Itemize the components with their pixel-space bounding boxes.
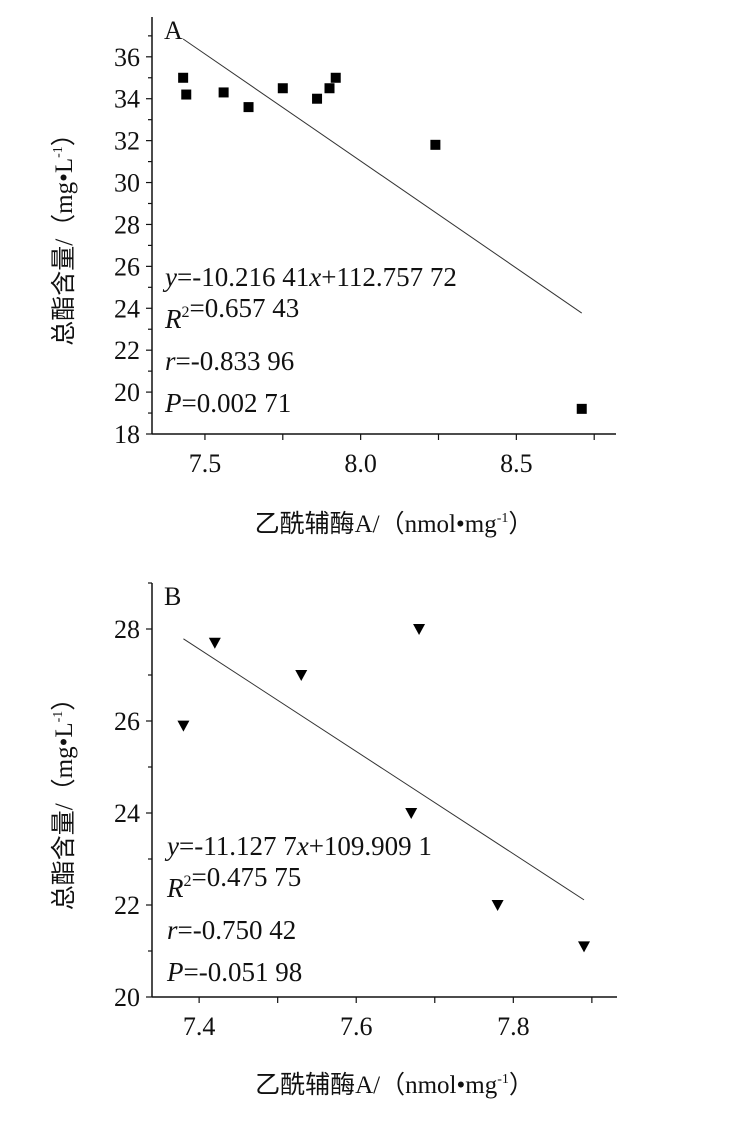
stat-annotation: r=-0.833 96 — [165, 346, 294, 376]
data-point — [243, 102, 254, 113]
x-axis-title-end: ） — [508, 510, 533, 538]
x-tick-label: 7.6 — [340, 1012, 373, 1041]
annotation-segment: P — [164, 388, 182, 418]
x-tick-label: 7.8 — [497, 1012, 530, 1041]
annotation-segment: P — [166, 957, 184, 987]
y-axis-title-end: ） — [50, 121, 78, 146]
y-axis-title-end: ） — [50, 686, 78, 711]
x-tick-label: 7.5 — [189, 449, 222, 478]
data-point — [330, 72, 341, 83]
superscript: 2 — [182, 304, 190, 321]
x-tick-label: 8.5 — [500, 449, 533, 478]
y-tick-label: 26 — [114, 707, 140, 736]
data-point — [430, 139, 441, 150]
panel-label: B — [164, 582, 181, 611]
superscript: 2 — [184, 873, 192, 890]
annotation-segment: =-10.216 41 — [177, 262, 309, 292]
annotation-segment: R — [164, 304, 182, 334]
y-tick-label: 30 — [114, 169, 140, 198]
panel-label: A — [164, 16, 183, 45]
stat-annotation: P=0.002 71 — [164, 388, 291, 418]
chart-panel-A: 18 20 22 24 26 28 30 32 34 36 7.5 8.0 8.5 Ay=-10.216 … — [50, 16, 616, 538]
y-tick-label: 20 — [114, 983, 140, 1012]
data-point — [208, 637, 221, 649]
x-axis-title: 乙酰辅酶A/（nmol•mg-1） — [255, 510, 534, 538]
stat-annotation: r=-0.750 42 — [167, 915, 296, 945]
stat-annotation: R2=0.475 75 — [166, 862, 301, 903]
data-point — [576, 403, 587, 414]
annotation-segment: y — [162, 262, 177, 292]
annotation-segment: =-0.051 98 — [184, 957, 303, 987]
annotation-segment: +109.909 1 — [309, 831, 432, 861]
x-axis-title-end: ） — [509, 1071, 534, 1099]
data-point — [295, 670, 308, 681]
y-tick-label: 36 — [114, 43, 140, 72]
x-axis-title-text: 乙酰辅酶A/（nmol•mg — [255, 1071, 498, 1099]
annotation-segment: r — [167, 915, 178, 945]
y-axis-title-text: 总酯含量/（mg•L — [50, 158, 78, 346]
y-axis-title-sup: -1 — [51, 711, 66, 723]
annotation-segment: +112.757 72 — [321, 262, 457, 292]
data-point — [491, 900, 504, 911]
y-tick-label: 20 — [114, 378, 140, 407]
stat-annotation: R2=0.657 43 — [164, 293, 299, 334]
y-tick-label: 18 — [114, 420, 140, 449]
annotation-segment: x — [308, 262, 321, 292]
y-axis-title: 总酯含量/（mg•L-1） — [50, 121, 78, 346]
data-point — [218, 87, 229, 98]
x-tick-label: 7.4 — [183, 1012, 216, 1041]
data-point — [324, 83, 335, 94]
y-tick-label: 32 — [114, 127, 140, 156]
x-axis-title-sup: -1 — [497, 1072, 509, 1087]
x-axis-title: 乙酰辅酶A/（nmol•mg-1） — [255, 1071, 534, 1099]
y-tick-label: 28 — [114, 210, 140, 239]
x-tick-label: 8.0 — [344, 449, 377, 478]
y-axis-title: 总酯含量/（mg•L-1） — [50, 686, 78, 911]
data-point — [178, 72, 189, 83]
annotation-segment: =0.002 71 — [182, 388, 292, 418]
data-point — [413, 624, 426, 635]
data-point — [405, 808, 418, 819]
data-point — [277, 83, 288, 94]
stat-annotation: y=-10.216 41x+112.757 72 — [162, 262, 457, 292]
x-axis-title-sup: -1 — [497, 511, 509, 526]
data-point — [181, 89, 192, 100]
y-tick-label: 24 — [114, 799, 140, 828]
stat-annotation: y=-11.127 7x+109.909 1 — [164, 831, 432, 861]
fit-line — [182, 38, 583, 314]
annotation-segment: R — [166, 873, 184, 903]
annotation-segment: =-0.833 96 — [176, 346, 295, 376]
annotation-segment: =-11.127 7 — [179, 831, 297, 861]
y-axis-title-text: 总酯含量/（mg•L — [50, 722, 78, 910]
y-tick-label: 34 — [114, 85, 140, 114]
y-tick-label: 26 — [114, 252, 140, 281]
y-tick-label: 22 — [114, 336, 140, 365]
fit-line — [183, 638, 585, 901]
y-tick-label: 24 — [114, 294, 140, 323]
data-point — [312, 93, 323, 104]
annotation-segment: x — [296, 831, 309, 861]
y-tick-label: 22 — [114, 891, 140, 920]
data-point — [578, 941, 591, 953]
annotation-segment: r — [165, 346, 176, 376]
chart-panel-B: 20 22 24 26 28 7.4 7.6 7.8 By=-11.127 7x+109.909… — [50, 582, 617, 1099]
annotation-segment: y — [164, 831, 179, 861]
annotation-segment: =-0.750 42 — [178, 915, 297, 945]
y-tick-label: 28 — [114, 615, 140, 644]
y-axis-title-sup: -1 — [51, 146, 66, 158]
data-point — [177, 720, 190, 732]
stat-annotation: P=-0.051 98 — [166, 957, 302, 987]
x-axis-title-text: 乙酰辅酶A/（nmol•mg — [255, 510, 498, 538]
annotation-segment: =0.475 75 — [192, 862, 302, 892]
annotation-segment: =0.657 43 — [190, 293, 300, 323]
